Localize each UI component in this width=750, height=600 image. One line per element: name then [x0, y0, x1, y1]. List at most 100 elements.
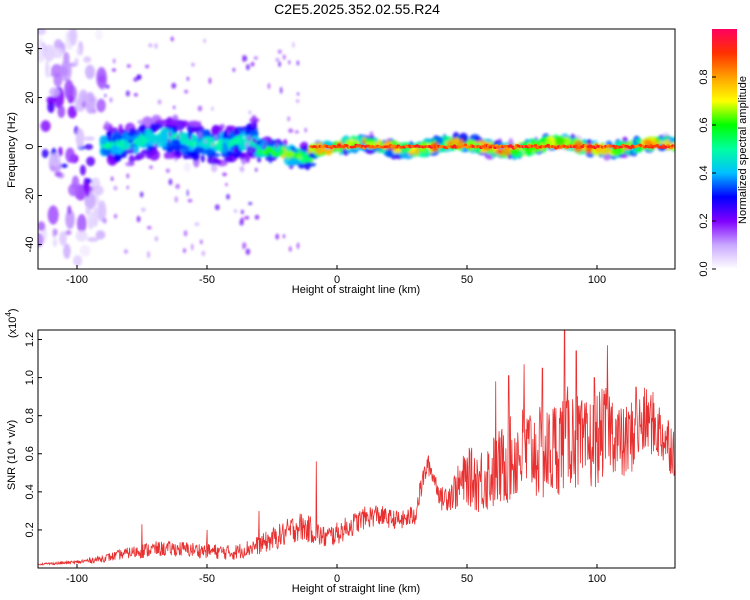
spectrogram-blob	[290, 146, 296, 151]
spectrogram-blob	[84, 143, 94, 150]
colorbar-ticks: 0.0 0.2 0.4 0.6 0.8	[698, 69, 716, 277]
y-tick-label: 20	[24, 91, 36, 103]
snr-line	[38, 330, 675, 566]
spectrogram-blob	[170, 36, 174, 42]
spectrogram-blob	[63, 243, 71, 259]
snr-y-label: SNR (10 * v/v)	[6, 420, 18, 490]
spectrogram-blob	[129, 123, 133, 129]
spectrogram-blob	[251, 122, 254, 128]
spectrogram-blob	[81, 101, 86, 108]
spectrogram-blob	[147, 226, 152, 230]
spectrogram-blob	[356, 137, 364, 143]
y-tick-label: -20	[24, 188, 36, 204]
spectrogram-blob	[79, 164, 86, 176]
spectrogram-blob	[38, 29, 47, 36]
spectrogram-blob	[53, 39, 63, 51]
spectrogram-blob	[187, 199, 193, 203]
spectrogram-blob	[157, 99, 162, 105]
spectrogram-blob	[188, 142, 194, 148]
spectrogram-blob	[214, 204, 220, 211]
spectrogram-blob	[38, 221, 46, 232]
x-tick-label: -100	[66, 274, 88, 286]
spectrogram-blob	[239, 166, 245, 173]
spectrogram-blob	[111, 68, 116, 72]
spectrogram-blob	[133, 93, 138, 97]
spectrogram-blob	[225, 183, 228, 187]
spectrogram-blob	[250, 62, 255, 67]
spectrogram-blob	[233, 209, 238, 213]
colorbar-gradient	[712, 29, 737, 269]
spectrogram-blob	[54, 171, 63, 177]
spectrogram-blob	[288, 60, 291, 65]
y-tick-label: 0.2	[24, 522, 36, 537]
spectrogram-blob	[112, 58, 116, 64]
spectrogram-blob	[264, 148, 270, 157]
spectrogram-blob	[92, 185, 104, 196]
spectrogram-blob	[174, 157, 177, 162]
spectrogram-blob	[104, 93, 107, 98]
spectrogram-blob	[193, 146, 205, 154]
spectrogram-blob	[152, 125, 157, 129]
spectrogram-blob	[95, 230, 106, 240]
spectrogram-blob	[183, 230, 188, 237]
spectrogram-blob	[186, 189, 189, 197]
spectrogram-blob	[136, 215, 141, 223]
spectrogram-blob	[183, 162, 191, 173]
spectrogram-blob	[124, 249, 128, 254]
spectrogram-blob	[105, 130, 112, 141]
spectrogram-blob	[79, 244, 91, 257]
spectrogram-blob	[168, 131, 172, 138]
spectrogram-blob	[659, 136, 666, 143]
spectrogram-blob	[184, 89, 188, 94]
spectrogram-blob	[246, 135, 252, 142]
spectrogram-blob	[165, 168, 170, 173]
spectrogram-blob	[231, 136, 242, 145]
spectrogram-blob	[57, 105, 66, 118]
snr-y-scale: (x104)	[4, 308, 19, 338]
spectrogram-blob	[292, 41, 295, 48]
spectrogram-blob	[223, 156, 233, 163]
snr-background	[38, 330, 675, 568]
spectrogram-blob	[447, 140, 452, 147]
spectrogram-blob	[149, 165, 153, 169]
spectrogram-blob	[109, 97, 113, 103]
y-tick-label: 40	[24, 42, 36, 54]
snr-y-ticks: 0.2 0.4 0.6 0.8 1.0 1.2	[24, 332, 42, 538]
y-tick-label: 1.0	[24, 370, 36, 385]
spectrogram-blob	[201, 250, 206, 257]
spectrogram-blob	[183, 248, 186, 253]
spectrogram-blob	[167, 138, 171, 143]
spectrogram-blob	[364, 138, 375, 143]
spectrogram-blob	[67, 205, 72, 215]
spectrogram-blob	[254, 214, 260, 220]
spectrogram-blob	[288, 128, 294, 133]
spectrogram-blob	[248, 201, 253, 206]
spectrogram-blob	[294, 130, 299, 134]
spectrogram-blob	[242, 57, 245, 63]
snr-x-ticks: -100 -50 0 50 100	[66, 564, 606, 585]
spectrogram-blob	[46, 96, 56, 105]
spectrogram-blob	[296, 92, 300, 96]
spectrogram-blob	[244, 215, 250, 220]
spectrogram-blob	[75, 230, 88, 242]
spectrogram-blob	[239, 219, 244, 226]
spectrogram-blob	[154, 43, 158, 49]
spectrogram-blob	[245, 64, 250, 71]
snr-y-scale-exp: 4	[4, 312, 13, 317]
spectrogram-blob	[50, 64, 63, 78]
spectrogram-blob	[252, 137, 257, 144]
x-tick-label: 100	[588, 274, 606, 286]
spectrogram-blob	[267, 83, 271, 90]
snr-series	[38, 330, 675, 566]
spectrogram-blob	[296, 242, 300, 249]
spectrogram-blob	[38, 37, 43, 49]
spectrogram-blob	[245, 126, 251, 136]
spectrogram-blob	[282, 234, 286, 239]
x-tick-label: 0	[334, 274, 340, 286]
colorbar-tick-label: 0.0	[698, 261, 710, 276]
spectrogram-blob	[191, 243, 194, 251]
colorbar: 0.0 0.2 0.4 0.6 0.8 Normalized spectral ampl…	[698, 29, 749, 277]
y-tick-label: 0.6	[24, 446, 36, 461]
spectrogram-blob	[190, 134, 197, 143]
spectrogram-blob	[49, 87, 60, 97]
